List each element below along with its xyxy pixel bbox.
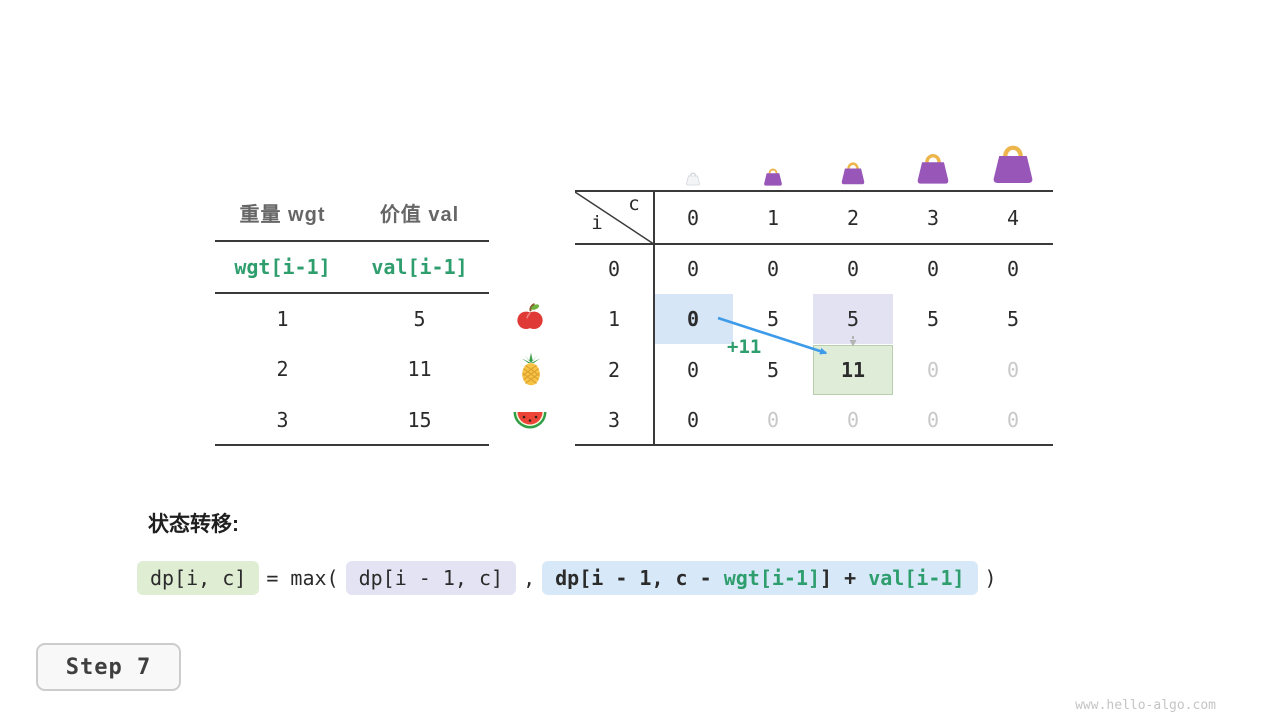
dp-cell: 5	[846, 307, 860, 331]
dp-data-row: 0 5 5 5 5	[653, 294, 1053, 344]
bag-medium-icon	[839, 158, 867, 190]
dp-cell: 0	[1006, 257, 1020, 281]
table-row: 3 15	[215, 395, 489, 445]
dp-cell: 0	[686, 408, 700, 432]
formula-take-prefix: dp[i - 1, c -	[555, 566, 724, 590]
dp-cell: 5	[1006, 307, 1020, 331]
dp-cell: 0	[846, 408, 860, 432]
table-cell-weight: 1	[276, 307, 289, 331]
dp-row-header: 3	[607, 408, 621, 432]
dp-cell: 0	[766, 257, 780, 281]
dp-table: i c 0 1 2 3 4 0 1 2 3 0 0 0 0 0 0 5 5 5 …	[575, 190, 1053, 446]
items-table-line-mid	[215, 292, 489, 294]
dp-cell: 0	[766, 408, 780, 432]
dp-row-header: 1	[607, 307, 621, 331]
dp-data-row: 0 0 0 0 0	[653, 244, 1053, 294]
table-cell-weight: 3	[276, 408, 289, 432]
dp-cell: 0	[926, 257, 940, 281]
table-cell-value: 15	[407, 408, 432, 432]
pineapple-icon	[518, 352, 544, 391]
watermark: www.hello-algo.com	[1075, 698, 1216, 713]
dp-cell: 11	[840, 358, 866, 382]
items-table-header-row: 重量 wgt 价值 val	[215, 190, 489, 240]
dp-row-header: 2	[607, 358, 621, 382]
table-cell-value: 11	[407, 357, 432, 381]
items-table-line-top	[215, 240, 489, 242]
apple-icon	[515, 302, 545, 336]
watermelon-icon	[512, 408, 548, 437]
dp-line-vertical	[653, 190, 655, 446]
table-row: 2 11	[215, 344, 489, 394]
formula-take-val: val[i-1]	[868, 566, 965, 590]
items-formula-weight: wgt[i-1]	[234, 255, 331, 279]
step-badge: Step 7	[36, 643, 181, 691]
formula-chip-dp: dp[i, c]	[137, 561, 260, 595]
formula-chip-dp-prev: dp[i - 1, c]	[345, 561, 517, 595]
dp-corner-col-var: c	[628, 193, 640, 215]
dp-col-header: 1	[766, 206, 780, 230]
items-table-line-bottom	[215, 444, 489, 446]
dp-cell: 0	[1006, 358, 1020, 382]
formula-take-mid: ] +	[820, 566, 869, 590]
formula-separator: ,	[523, 566, 536, 590]
formula-heading: 状态转移:	[148, 513, 239, 536]
dp-cell: 0	[926, 358, 940, 382]
dp-cell: 5	[766, 358, 780, 382]
formula-chip-dp-take: dp[i - 1, c - wgt[i-1]] + val[i-1]	[542, 561, 978, 595]
formula-row: dp[i, c] = max( dp[i - 1, c] , dp[i - 1,…	[137, 561, 1004, 595]
dp-row-header: 0	[607, 257, 621, 281]
dp-cell: 0	[686, 307, 700, 331]
bag-outline-tiny-icon	[685, 170, 701, 190]
transition-delta-label: +11	[727, 336, 762, 358]
dp-data-row: 0 0 0 0 0	[653, 395, 1053, 445]
bag-large-icon	[914, 148, 952, 190]
dp-cell: 0	[686, 257, 700, 281]
items-table-header-weight: 重量 wgt	[239, 204, 326, 226]
dp-col-header: 2	[846, 206, 860, 230]
step-badge-label: Step 7	[65, 654, 152, 680]
dp-cell: 5	[926, 307, 940, 331]
formula-closing: )	[984, 566, 997, 590]
items-table: 重量 wgt 价值 val wgt[i-1] val[i-1] 1 5 2 11…	[215, 190, 489, 446]
dp-line-bottom	[575, 444, 1053, 446]
table-cell-weight: 2	[276, 357, 289, 381]
dp-cell: 0	[1006, 408, 1020, 432]
dp-line-header	[575, 243, 1053, 245]
bag-xlarge-icon	[989, 138, 1037, 190]
items-formula-value: val[i-1]	[371, 255, 468, 279]
formula-operator: = max(	[266, 566, 339, 590]
dp-cell: 0	[846, 257, 860, 281]
dp-cell: 0	[686, 358, 700, 382]
dp-line-top	[575, 190, 1053, 192]
formula-take-wgt: wgt[i-1]	[723, 566, 821, 590]
items-table-formula-row: wgt[i-1] val[i-1]	[215, 242, 489, 292]
dp-cell: 0	[926, 408, 940, 432]
dp-col-header-row: 0 1 2 3 4	[653, 193, 1053, 243]
table-cell-value: 5	[413, 307, 426, 331]
items-table-header-value: 价值 val	[379, 204, 460, 226]
dp-col-header: 0	[686, 206, 700, 230]
table-row: 1 5	[215, 294, 489, 344]
bag-small-icon	[762, 165, 784, 191]
dp-col-header: 3	[926, 206, 940, 230]
dp-corner-row-var: i	[591, 212, 603, 234]
dp-data-row: 0 5 11 0 0	[653, 345, 1053, 395]
dp-col-header: 4	[1006, 206, 1020, 230]
